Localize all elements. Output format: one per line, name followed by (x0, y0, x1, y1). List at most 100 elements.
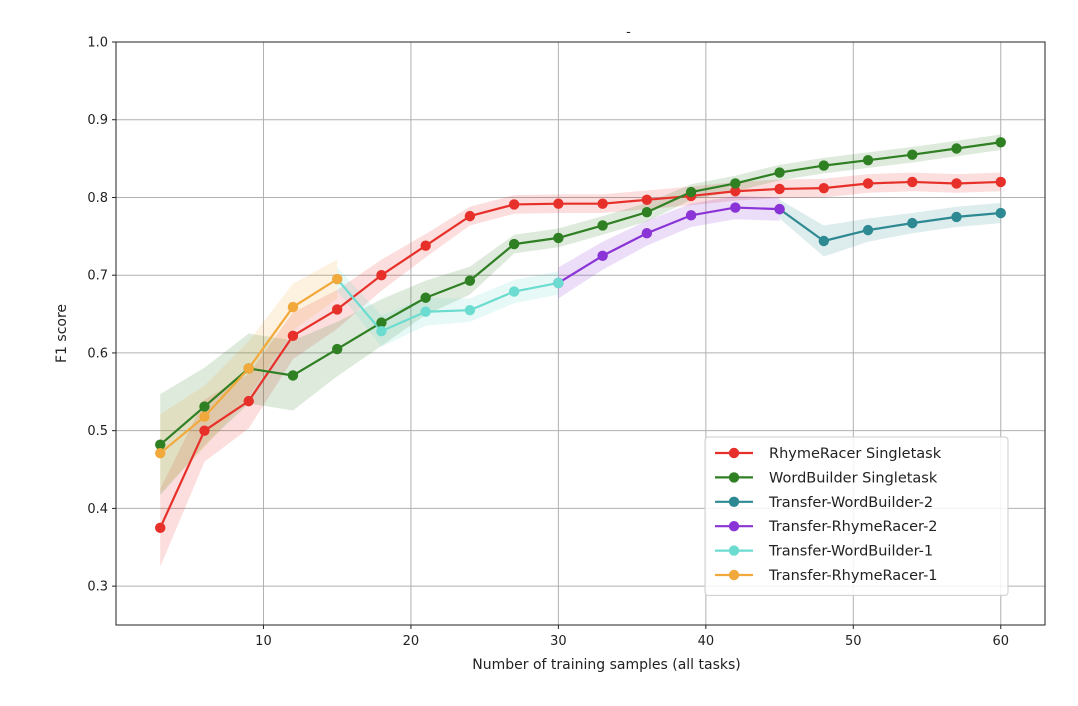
transfer-wordbuilder-2-point (951, 211, 962, 223)
rhymeracer-singletask-point (641, 194, 653, 205)
y-tick-label: 1.0 (87, 36, 108, 51)
x-tick-label: 60 (992, 634, 1009, 649)
transfer-wordbuilder-2-point (862, 224, 874, 236)
rhymeracer-singletask-point (818, 182, 830, 194)
transfer-wordbuilder-2-point (907, 217, 918, 229)
transfer-rhymeracer-1-point (331, 273, 343, 285)
wordbuilder-singletask-point (464, 275, 476, 286)
transfer-wordbuilder-1-legend-label: Transfer-WordBuilder-1 (768, 544, 933, 560)
wordbuilder-singletask-point (553, 232, 564, 244)
wordbuilder-singletask-point (951, 143, 962, 154)
y-tick-label: 0.5 (87, 424, 108, 439)
transfer-wordbuilder-1-line (336, 278, 559, 333)
x-tick-label: 20 (403, 634, 420, 649)
transfer-wordbuilder-2-band (779, 199, 1001, 257)
wordbuilder-singletask-point (199, 401, 210, 412)
wordbuilder-singletask-point (420, 292, 431, 303)
wordbuilder-singletask-point (376, 317, 387, 328)
transfer-rhymeracer-2-line (557, 206, 780, 284)
transfer-rhymeracer-1-point (155, 448, 166, 459)
wordbuilder-singletask-point (730, 178, 741, 189)
x-tick-label: 30 (550, 634, 567, 649)
transfer-wordbuilder-1-point (508, 286, 520, 297)
y-axis-label: F1 score (54, 304, 70, 363)
wordbuilder-singletask-point (995, 137, 1006, 148)
transfer-rhymeracer-2-point (730, 202, 741, 213)
wordbuilder-singletask-point (685, 186, 697, 198)
rhymeracer-singletask-point (243, 395, 254, 407)
transfer-rhymeracer-1-legend-label: Transfer-RhymeRacer-1 (768, 568, 938, 584)
x-tick-label: 50 (845, 634, 862, 649)
transfer-wordbuilder-2-point (818, 235, 830, 247)
wordbuilder-singletask-point (862, 154, 874, 166)
wordbuilder-singletask-point (818, 160, 830, 171)
rhymeracer-singletask-point (199, 425, 210, 436)
rhymeracer-singletask-point (376, 270, 387, 281)
rhymeracer-singletask-band (160, 172, 1001, 567)
x-axis-ticks: 10 20 30 40 50 60 (255, 625, 1009, 649)
wordbuilder-singletask-point (641, 207, 653, 218)
rhymeracer-singletask-point (597, 198, 608, 209)
transfer-wordbuilder-2-point (995, 207, 1006, 219)
rhymeracer-singletask-line (159, 180, 1001, 529)
rhymeracer-singletask-point (553, 198, 564, 209)
transfer-rhymeracer-1-point (287, 301, 299, 313)
transfer-rhymeracer-1-point (243, 363, 254, 374)
wordbuilder-singletask-point (597, 220, 608, 231)
rhymeracer-singletask-point (862, 178, 874, 189)
transfer-wordbuilder-2-legend-label: Transfer-WordBuilder-2 (768, 495, 933, 511)
transfer-rhymeracer-2-point (774, 203, 785, 215)
rhymeracer-singletask-point (155, 522, 166, 534)
y-tick-label: 0.9 (87, 113, 108, 128)
transfer-wordbuilder-1-point (376, 325, 387, 337)
transfer-wordbuilder-1-point (553, 277, 564, 289)
wordbuilder-singletask-legend-label: WordBuilder Singletask (769, 470, 938, 486)
legend: RhymeRacer Singletask WordBuilder Singlet… (704, 436, 1009, 596)
wordbuilder-singletask-point (508, 238, 520, 250)
rhymeracer-singletask-point (331, 304, 343, 315)
rhymeracer-singletask-point (774, 183, 785, 195)
rhymeracer-singletask-point (951, 178, 962, 189)
transfer-rhymeracer-2-legend-marker (728, 521, 740, 532)
rhymeracer-singletask-point (464, 210, 476, 222)
y-axis-ticks: 0.3 0.4 0.5 0.6 0.7 0.8 0.9 1.0 (87, 36, 116, 595)
transfer-wordbuilder-1-legend-marker (728, 545, 740, 556)
transfer-wordbuilder-2-legend-marker (728, 496, 740, 507)
transfer-wordbuilder-1-point (464, 304, 476, 316)
rhymeracer-singletask-point (995, 176, 1006, 188)
wordbuilder-singletask-point (287, 370, 299, 381)
legend-box (704, 436, 1009, 596)
x-axis-label: Number of training samples (all tasks) (472, 657, 740, 673)
transfer-rhymeracer-2-legend-label: Transfer-RhymeRacer-2 (768, 519, 938, 535)
transfer-wordbuilder-1-point (420, 306, 431, 317)
y-tick-label: 0.7 (87, 269, 108, 284)
y-tick-label: 0.3 (87, 580, 108, 595)
series-markers (155, 137, 1006, 534)
y-tick-label: 0.8 (87, 191, 108, 206)
wordbuilder-singletask-line (159, 141, 1001, 446)
wordbuilder-singletask-point (907, 149, 918, 160)
y-tick-label: 0.6 (87, 346, 108, 361)
transfer-rhymeracer-1-point (199, 411, 210, 422)
x-tick-label: 10 (255, 634, 272, 649)
rhymeracer-singletask-legend-marker (728, 447, 740, 459)
wordbuilder-singletask-point (331, 343, 343, 355)
rhymeracer-singletask-point (508, 199, 520, 210)
x-tick-label: 40 (698, 634, 715, 649)
rhymeracer-singletask-point (287, 330, 299, 342)
rhymeracer-singletask-legend-label: RhymeRacer Singletask (769, 446, 942, 462)
transfer-rhymeracer-2-point (597, 250, 608, 261)
chart-title: - (626, 25, 631, 40)
transfer-rhymeracer-2-point (685, 210, 697, 221)
wordbuilder-singletask-point (774, 167, 785, 178)
transfer-wordbuilder-2-line (778, 208, 1001, 243)
rhymeracer-singletask-point (730, 186, 741, 197)
y-tick-label: 0.4 (87, 502, 108, 517)
rhymeracer-singletask-point (420, 240, 431, 251)
transfer-rhymeracer-1-legend-marker (728, 569, 740, 581)
wordbuilder-singletask-point (155, 439, 166, 450)
transfer-rhymeracer-2-point (641, 228, 653, 239)
plot-area-frame (115, 41, 1046, 626)
rhymeracer-singletask-point (907, 176, 918, 188)
